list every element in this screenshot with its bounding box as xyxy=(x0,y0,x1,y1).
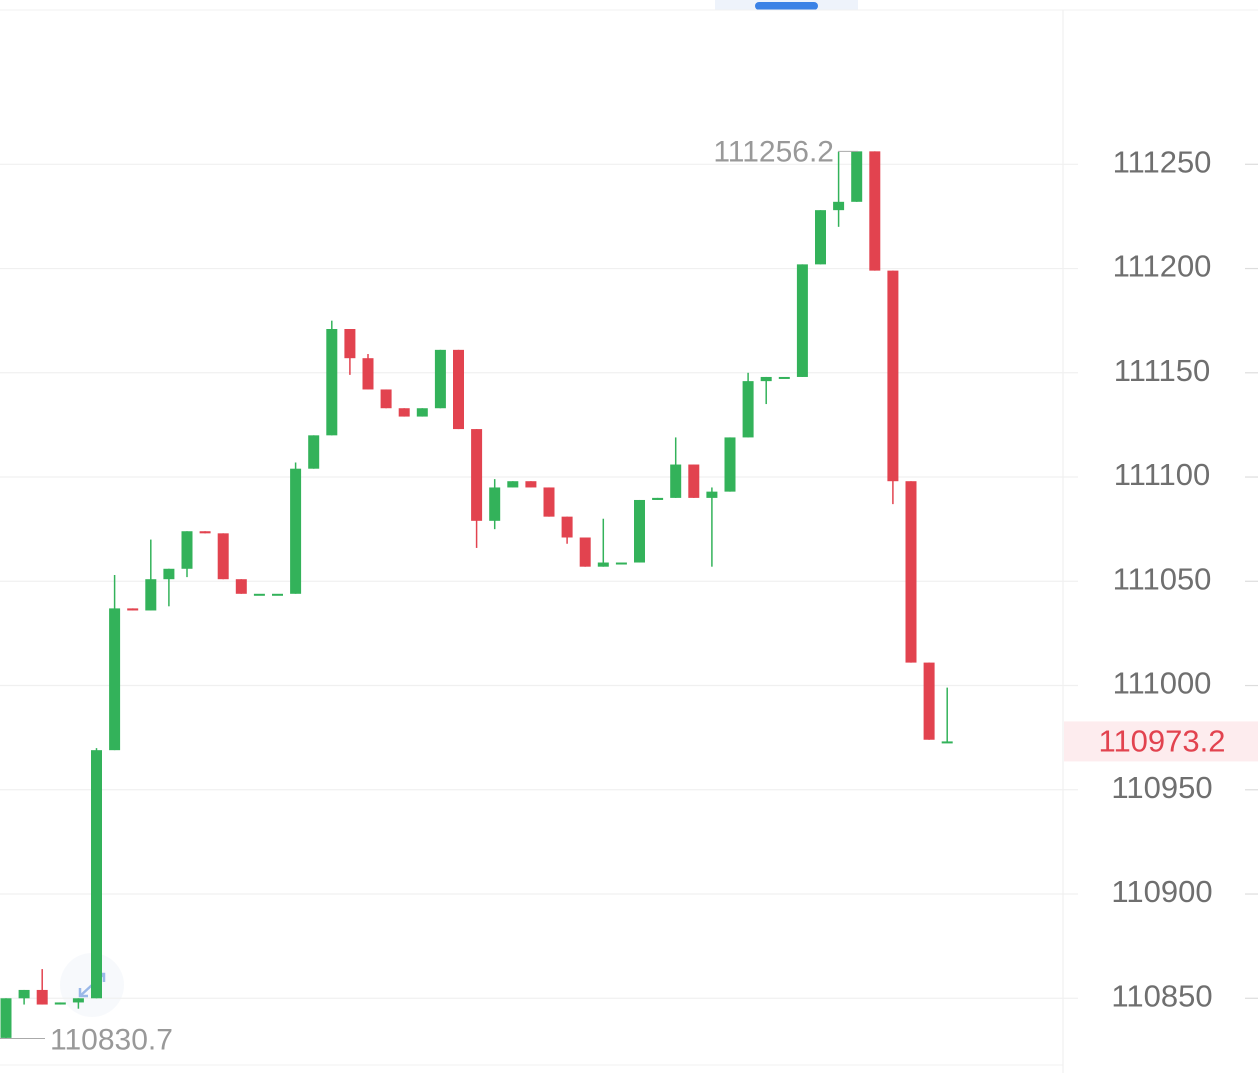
y-tick-label: 111250 xyxy=(1113,144,1212,179)
candle-body xyxy=(127,608,139,611)
candle-body xyxy=(18,989,30,999)
candle-body xyxy=(815,210,826,265)
y-tick-label: 111050 xyxy=(1113,561,1212,596)
y-tick-label: 111000 xyxy=(1113,666,1212,701)
y-tick-label: 110950 xyxy=(1111,770,1212,805)
candle-body xyxy=(109,608,121,751)
candle-body xyxy=(217,533,229,580)
candle-body xyxy=(688,464,700,498)
candle-body xyxy=(199,531,211,534)
candle-body xyxy=(290,468,302,594)
candle-body xyxy=(91,750,102,999)
candle-body xyxy=(706,491,718,498)
candle-body xyxy=(253,593,265,596)
candle-body xyxy=(833,201,845,211)
last-price-badge xyxy=(1064,721,1258,762)
candle-body xyxy=(615,562,627,565)
y-tick-label: 110850 xyxy=(1111,978,1212,1013)
candle-body xyxy=(0,998,12,1038)
candle-body xyxy=(326,329,338,436)
candle-body xyxy=(181,531,193,569)
candle-body xyxy=(507,481,519,488)
min-label: 110830.7 xyxy=(50,1023,173,1056)
y-tick-label: 110900 xyxy=(1111,874,1212,909)
candle-body xyxy=(796,264,808,377)
candle-body xyxy=(543,487,555,517)
candle-body xyxy=(72,998,84,1003)
candle-body xyxy=(453,349,464,430)
last-price-label: 110973.2 xyxy=(1099,724,1226,759)
candle-body xyxy=(380,389,392,409)
candle-body xyxy=(36,989,48,1005)
candle-body xyxy=(941,741,953,744)
top-tab-indicator[interactable] xyxy=(755,2,818,10)
candle-body xyxy=(362,358,374,390)
candle-body xyxy=(923,662,935,740)
candle-body xyxy=(597,562,609,567)
candle-body xyxy=(344,329,356,359)
candle-body xyxy=(272,593,283,596)
y-tick-label: 111100 xyxy=(1114,457,1211,492)
candle-body xyxy=(778,376,790,379)
candle-body xyxy=(652,497,664,500)
candle-body xyxy=(742,381,754,438)
candle-body xyxy=(525,481,537,488)
candle-body xyxy=(579,537,591,567)
candle-body xyxy=(54,1002,66,1005)
candle-body xyxy=(887,270,899,482)
candle-body xyxy=(308,435,320,469)
max-label: 111256.2 xyxy=(713,135,834,168)
candle-body xyxy=(851,151,863,202)
candle-body xyxy=(235,579,247,594)
y-tick-label: 111150 xyxy=(1114,353,1211,388)
candle-body xyxy=(163,568,175,580)
candle-body xyxy=(489,487,501,521)
candle-body xyxy=(634,499,645,563)
candle-body xyxy=(434,349,446,409)
candle-body xyxy=(670,464,682,498)
candle-body xyxy=(398,408,410,417)
candle-body xyxy=(561,516,573,538)
candle-body xyxy=(416,408,428,417)
candle-body xyxy=(145,579,157,611)
y-tick-label: 111200 xyxy=(1113,249,1212,284)
candle-body xyxy=(905,481,917,663)
candle-body xyxy=(869,151,881,271)
candle-body xyxy=(760,376,772,382)
candle-body xyxy=(471,429,483,521)
candle-body xyxy=(724,437,736,492)
